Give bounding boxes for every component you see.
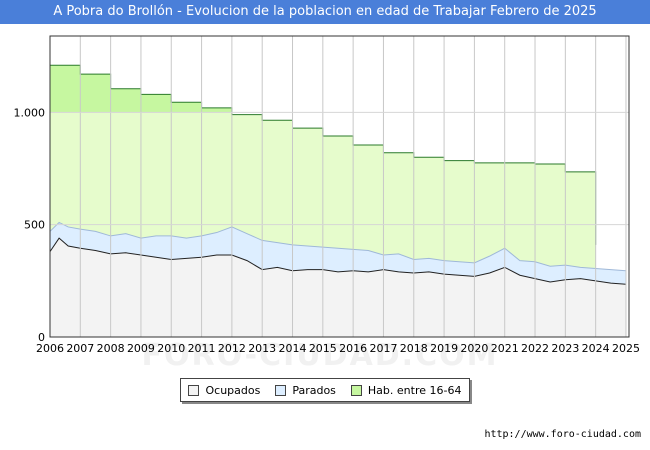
series-hab-area-top — [50, 65, 232, 113]
series-parados-line — [49, 221, 627, 272]
chart-plot: 2006 2007 2008 2009 2010 2011 2012 2013 2014 2015… — [14, 35, 640, 354]
y-tick-label: 500 — [24, 219, 45, 232]
x-tick-label: 2016 — [339, 342, 367, 354]
x-tick-label: 2019 — [430, 342, 458, 354]
chart-title: A Pobra do Brollón - Evolucion de la pob… — [0, 0, 650, 24]
x-tick-label: 2023 — [551, 342, 579, 354]
watermark: FORO-CIUDAD.COM — [141, 338, 499, 373]
x-tick-label: 2017 — [369, 342, 397, 354]
x-tick-label: 2022 — [521, 342, 549, 354]
legend-item-parados: Parados — [275, 384, 336, 397]
x-tick-label: 2013 — [248, 342, 276, 354]
chart-legend: Ocupados Parados Hab. entre 16-64 — [180, 378, 470, 402]
legend-label-ocupados: Ocupados — [205, 383, 261, 397]
y-tick-label: 0 — [38, 331, 45, 344]
x-tick-label: 2007 — [66, 342, 94, 354]
legend-label-hab: Hab. entre 16-64 — [367, 383, 462, 397]
x-tick-label: 2014 — [279, 342, 307, 354]
legend-swatch-parados — [275, 384, 287, 396]
x-tick-label: 2020 — [460, 342, 488, 354]
x-tick-label: 2008 — [97, 342, 125, 354]
x-tick-label: 2006 — [36, 342, 64, 354]
legend-item-hab: Hab. entre 16-64 — [350, 383, 462, 397]
legend-swatch-hab — [350, 384, 362, 396]
legend-label-parados: Parados — [292, 383, 336, 397]
x-tick-label: 2024 — [582, 342, 610, 354]
y-tick-label: 1.000 — [14, 106, 46, 119]
x-tick-label: 2009 — [127, 342, 155, 354]
x-tick-label: 2015 — [309, 342, 337, 354]
x-tick-label: 2012 — [218, 342, 246, 354]
legend-swatch-ocupados — [188, 384, 200, 396]
x-tick-label: 2011 — [188, 342, 216, 354]
footer-url: http://www.foro-ciudad.com — [484, 429, 641, 440]
x-tick-label: 2010 — [157, 342, 185, 354]
plot-frame — [49, 35, 630, 338]
series-ocupados-area — [50, 238, 626, 337]
legend-item-ocupados: Ocupados — [188, 384, 260, 397]
x-tick-label: 2025 — [612, 342, 640, 354]
series-ocupados-line — [49, 237, 627, 285]
x-tick-label: 2021 — [491, 342, 519, 354]
x-tick-label: 2018 — [400, 342, 428, 354]
